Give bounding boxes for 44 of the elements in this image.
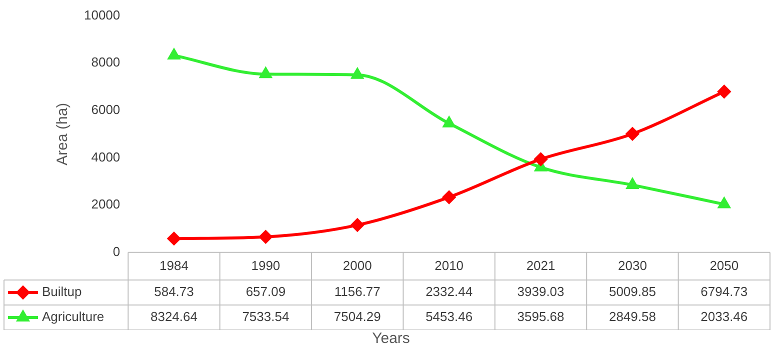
point: [352, 68, 364, 79]
data-label: 5009.85: [608, 284, 656, 300]
x-tick-label: 1990: [251, 258, 280, 273]
point: [442, 190, 456, 204]
point: [534, 152, 548, 166]
y-tick-label: 2000: [91, 196, 120, 212]
y-tick-label: 6000: [91, 102, 120, 118]
point: [718, 85, 731, 98]
data-label: 2849.58: [608, 309, 656, 324]
point: [718, 198, 730, 208]
point: [626, 127, 639, 140]
data-label: 7504.29: [334, 309, 381, 324]
point: [443, 116, 455, 128]
data-label: 2033.46: [700, 309, 748, 324]
point: [259, 230, 272, 244]
data-label: 7533.54: [242, 309, 290, 324]
data-label: 657.09: [246, 284, 286, 300]
x-tick-label: 2050: [710, 258, 739, 273]
x-tick-label: 2000: [342, 258, 372, 273]
legend-label: Agriculture: [42, 309, 104, 324]
data-label: 5453.46: [426, 309, 473, 324]
y-tick-label: 8000: [91, 54, 120, 70]
point: [167, 232, 180, 246]
data-label: 2332.44: [426, 284, 473, 300]
data-label: 8324.64: [150, 309, 198, 324]
data-label: 3939.03: [517, 284, 564, 300]
y-tick-label: 0: [112, 244, 120, 259]
x-axis-title: Years: [371, 330, 411, 347]
data-label: 6794.73: [700, 284, 748, 300]
data-label: 584.73: [154, 284, 194, 300]
y-axis-title: Area (ha): [54, 102, 72, 166]
legend-label: Builtup: [42, 284, 82, 300]
point: [260, 68, 272, 78]
point: [168, 48, 180, 60]
x-tick-label: 2030: [618, 258, 647, 273]
point: [350, 218, 364, 232]
x-tick-label: 1984: [160, 258, 188, 273]
y-tick-label: 10000: [84, 7, 120, 22]
data-label: 1156.77: [334, 284, 380, 300]
data-label: 3595.68: [517, 309, 564, 324]
x-tick-label: 2010: [434, 258, 464, 273]
x-tick-label: 2021: [526, 258, 556, 273]
point: [626, 178, 638, 189]
y-tick-label: 4000: [91, 149, 120, 164]
